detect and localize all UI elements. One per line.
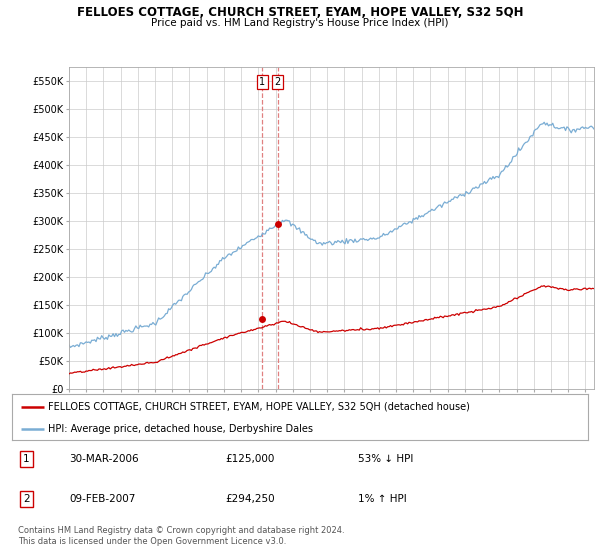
Text: HPI: Average price, detached house, Derbyshire Dales: HPI: Average price, detached house, Derb… [48,424,313,435]
Text: 53% ↓ HPI: 53% ↓ HPI [358,454,413,464]
Text: 2: 2 [274,77,281,87]
Text: 1: 1 [23,454,30,464]
Text: 1: 1 [259,77,266,87]
Text: Contains HM Land Registry data © Crown copyright and database right 2024.
This d: Contains HM Land Registry data © Crown c… [18,526,344,546]
Text: 30-MAR-2006: 30-MAR-2006 [70,454,139,464]
Text: 09-FEB-2007: 09-FEB-2007 [70,494,136,504]
Text: £294,250: £294,250 [225,494,275,504]
Text: 1% ↑ HPI: 1% ↑ HPI [358,494,406,504]
Text: £125,000: £125,000 [225,454,274,464]
Text: Price paid vs. HM Land Registry's House Price Index (HPI): Price paid vs. HM Land Registry's House … [151,18,449,28]
Text: FELLOES COTTAGE, CHURCH STREET, EYAM, HOPE VALLEY, S32 5QH (detached house): FELLOES COTTAGE, CHURCH STREET, EYAM, HO… [48,402,470,412]
Text: FELLOES COTTAGE, CHURCH STREET, EYAM, HOPE VALLEY, S32 5QH: FELLOES COTTAGE, CHURCH STREET, EYAM, HO… [77,6,523,18]
Text: 2: 2 [23,494,30,504]
